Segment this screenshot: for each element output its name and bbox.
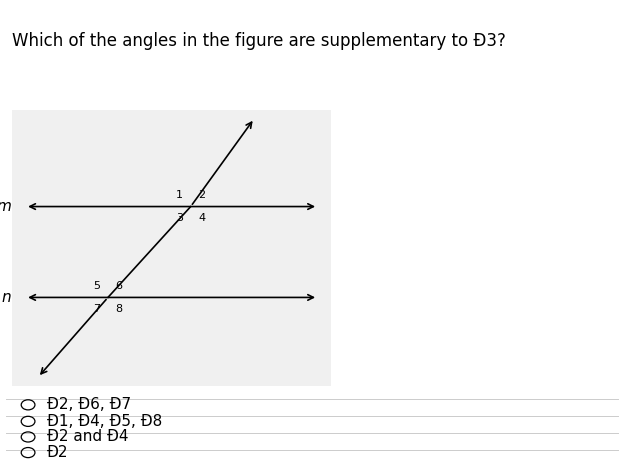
Text: 6: 6 bbox=[115, 281, 122, 291]
Text: Ð1, Ð4, Ð5, Ð8: Ð1, Ð4, Ð5, Ð8 bbox=[47, 414, 162, 429]
Text: 5: 5 bbox=[94, 281, 100, 291]
Text: Ð2: Ð2 bbox=[47, 445, 68, 459]
Text: Which of the angles in the figure are supplementary to Ð3?: Which of the angles in the figure are su… bbox=[12, 32, 506, 50]
Text: m: m bbox=[0, 199, 11, 214]
Text: Ð2, Ð6, Ð7: Ð2, Ð6, Ð7 bbox=[47, 397, 131, 412]
Text: 8: 8 bbox=[115, 304, 122, 314]
Text: 1: 1 bbox=[176, 190, 183, 200]
FancyBboxPatch shape bbox=[12, 110, 331, 386]
Text: 3: 3 bbox=[176, 213, 183, 223]
Text: 4: 4 bbox=[198, 213, 205, 223]
Text: n: n bbox=[2, 290, 11, 305]
Text: Ð2 and Ð4: Ð2 and Ð4 bbox=[47, 430, 129, 444]
Text: 2: 2 bbox=[198, 190, 205, 200]
Text: 7: 7 bbox=[94, 304, 100, 314]
